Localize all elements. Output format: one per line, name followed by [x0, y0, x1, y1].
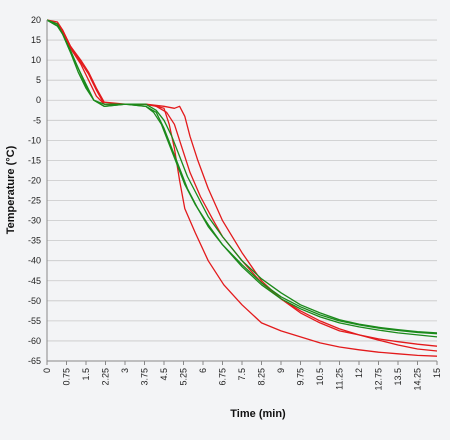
x-tick-label: 9: [276, 368, 286, 373]
y-tick-label: -65: [28, 356, 41, 366]
x-tick-label: 9.75: [296, 368, 306, 386]
y-tick-label: -25: [28, 196, 41, 206]
x-tick-label: 15: [432, 368, 442, 378]
y-tick-label: -50: [28, 296, 41, 306]
x-tick-label: 3: [120, 368, 130, 373]
series-line-6: [46, 19, 438, 335]
y-tick-label: -35: [28, 236, 41, 246]
x-tick-labels: 0 0.75 1.5 2.25 3 3.75 4.5 5.25 6 6.75 7.5 8.25 9 9.7…: [42, 368, 442, 391]
x-tick-label: 1.5: [81, 368, 91, 381]
y-axis-title: Temperature (°C): [5, 145, 17, 234]
x-tick-label: 7.5: [237, 368, 247, 381]
x-tick-label: 6: [198, 368, 208, 373]
y-tick-label: -55: [28, 316, 41, 326]
y-tick-label: 10: [31, 55, 41, 65]
x-tick-label: 8.25: [257, 368, 267, 386]
series-line-4: [46, 19, 438, 338]
y-tick-labels: 20 15 10 5 0 -5 -10 -15 -20 -25 -30 -35 -40 -45 -50 -55…: [28, 15, 41, 366]
x-axis-title: Time (min): [230, 408, 286, 420]
x-tick-label: 0: [42, 368, 52, 373]
x-tick-label: 13.5: [393, 368, 403, 386]
y-tick-label: -10: [28, 135, 41, 145]
grid-lines: [47, 19, 437, 362]
x-tick-label: 10.5: [315, 368, 325, 386]
series-line-1: [46, 19, 438, 357]
y-tick-label: -40: [28, 256, 41, 266]
y-tick-label: -15: [28, 155, 41, 165]
x-tick-label: 5.25: [179, 368, 189, 386]
y-tick-label: -20: [28, 175, 41, 185]
y-tick-label: -45: [28, 276, 41, 286]
x-tick-label: 2.25: [101, 368, 111, 386]
x-tick-label: 11.25: [335, 368, 345, 390]
x-tick-label: 12.75: [374, 368, 384, 391]
y-tick-label: 20: [31, 15, 41, 25]
series-line-5: [46, 19, 438, 334]
y-tick-label: 5: [36, 75, 41, 85]
y-tick-label: -60: [28, 336, 41, 346]
y-tick-label: -5: [33, 115, 41, 125]
x-tick-label: 12: [354, 368, 364, 378]
y-tick-label: -30: [28, 216, 41, 226]
x-tick-label: 0.75: [62, 368, 72, 386]
axes: [46, 20, 438, 365]
y-tick-label: 15: [31, 35, 41, 45]
x-tick-label: 4.5: [159, 368, 169, 381]
series-lines: [46, 19, 438, 357]
x-tick-label: 6.75: [218, 368, 228, 386]
x-tick-label: 14.25: [413, 368, 423, 391]
x-tick-label: 3.75: [140, 368, 150, 386]
series-line-3: [46, 19, 438, 352]
series-line-2: [46, 19, 438, 347]
y-tick-label: 0: [36, 95, 41, 105]
